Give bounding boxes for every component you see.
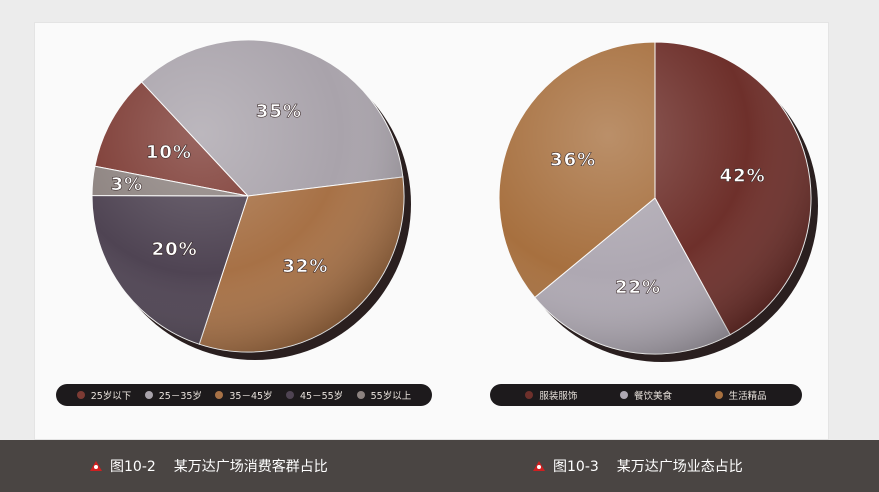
legend-label: 55岁以上 — [370, 391, 412, 402]
figure-number: 图10-2 — [110, 459, 156, 475]
legend-label: 25岁以下 — [90, 391, 132, 402]
legend-item: 35－45岁 — [215, 388, 273, 402]
pie-chart-business-mix: 42% 22% 36% — [498, 41, 818, 362]
legend-label: 35－45岁 — [229, 391, 273, 402]
pie-gloss — [92, 40, 404, 352]
legend-swatch — [714, 391, 723, 399]
pie-chart-consumer-groups: 10% 35% 32% 20% 3% — [91, 39, 411, 360]
legend-swatch — [144, 391, 153, 399]
legend-label: 25－35岁 — [158, 391, 202, 402]
legend-label: 服装服饰 — [539, 391, 578, 402]
pie-value-label: 22% — [615, 277, 661, 298]
triangle-icon — [90, 461, 102, 471]
chart-title: 某万达广场消费客群占比 — [173, 459, 328, 475]
legend-item: 25岁以下 — [76, 388, 132, 402]
legend-swatch — [215, 391, 224, 399]
caption-bar — [0, 440, 879, 492]
pie-gloss — [499, 42, 811, 354]
legend-swatch — [525, 391, 534, 399]
legend-item: 服装服饰 — [525, 388, 577, 402]
figure-caption-2: 图10-3 某万达广场业态占比 — [533, 456, 743, 476]
figure-number: 图10-3 — [553, 459, 599, 475]
legend-item: 55岁以上 — [356, 388, 412, 402]
legend-swatch — [619, 391, 628, 399]
legend-label: 生活精品 — [728, 391, 767, 402]
legend-item: 25－35岁 — [144, 388, 202, 402]
figure-caption-1: 图10-2 某万达广场消费客群占比 — [90, 456, 328, 476]
legend-item: 生活精品 — [714, 388, 767, 402]
pie-value-label: 3% — [111, 174, 144, 195]
pie-value-label: 10% — [146, 142, 192, 163]
chart-title: 某万达广场业态占比 — [616, 459, 743, 475]
pie-value-label: 42% — [720, 165, 766, 186]
legend-consumer-groups: 25岁以下 25－35岁 35－45岁 45－55岁 55岁以上 — [56, 384, 432, 406]
legend-swatch — [356, 391, 365, 399]
pie-value-label: 32% — [282, 256, 328, 277]
legend-business-mix: 服装服饰 餐饮美食 生活精品 — [490, 384, 802, 406]
triangle-icon — [533, 461, 545, 471]
legend-item: 餐饮美食 — [619, 388, 672, 402]
legend-label: 45－55岁 — [300, 391, 344, 402]
legend-item: 45－55岁 — [286, 388, 343, 402]
pie-value-label: 20% — [152, 239, 198, 260]
legend-label: 餐饮美食 — [633, 391, 672, 402]
pie-value-label: 35% — [256, 101, 302, 122]
pie-value-label: 36% — [550, 149, 596, 170]
legend-swatch — [286, 391, 294, 399]
legend-swatch — [76, 391, 85, 399]
